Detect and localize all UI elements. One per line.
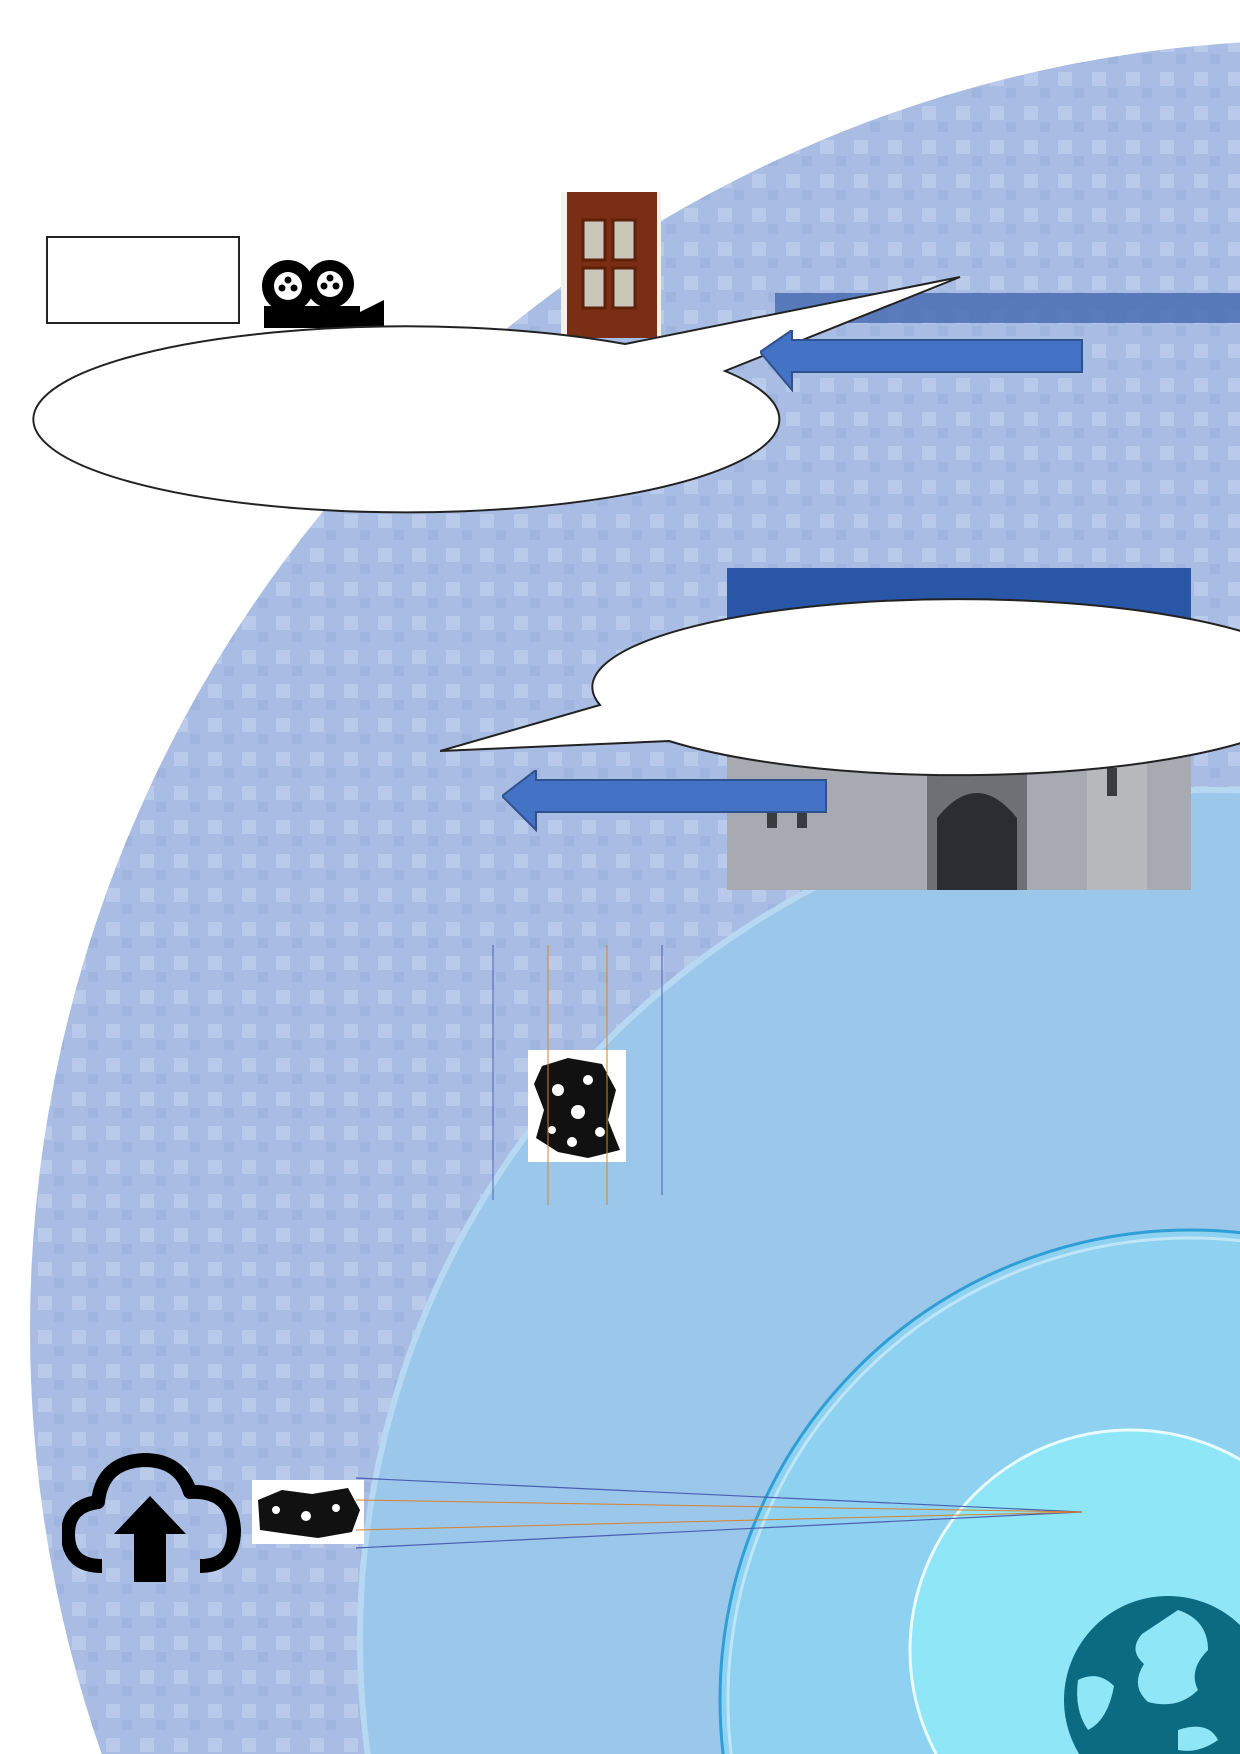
shot-type-label: [46, 236, 240, 324]
globe-icon: [1064, 1596, 1240, 1754]
viking-group-bottom: [290, 895, 1110, 1295]
noise-image: [528, 1050, 626, 1162]
arrow-left-icon: [502, 770, 827, 832]
arrow-left-icon: [760, 330, 1083, 392]
film-camera-icon: [262, 260, 384, 328]
noise-image-small: [252, 1480, 364, 1544]
speech-bubble-1: [32, 276, 961, 514]
door-photo: [561, 192, 661, 338]
speech-bubble-2: [440, 598, 1240, 777]
cloud-upload-icon: [62, 1453, 241, 1582]
